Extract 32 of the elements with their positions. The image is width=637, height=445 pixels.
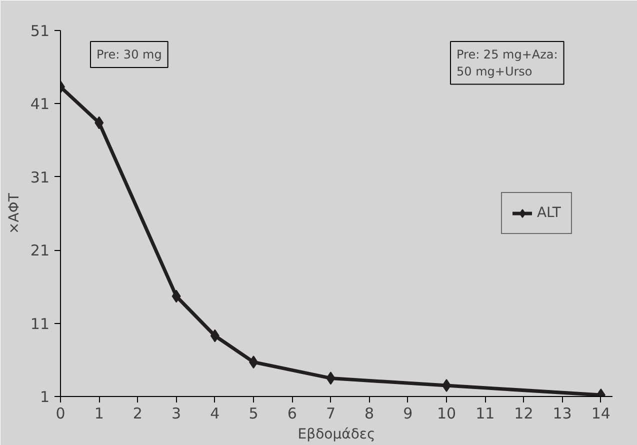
x-axis-title: Εβδομάδες bbox=[298, 426, 376, 442]
x-tick-label: 0 bbox=[56, 404, 66, 422]
x-tick-label: 13 bbox=[552, 404, 572, 422]
y-tick-label: 1 bbox=[40, 388, 50, 406]
point bbox=[172, 290, 181, 303]
point bbox=[326, 372, 336, 385]
x-tick-label: 7 bbox=[326, 404, 336, 422]
legend-label: ALT bbox=[536, 205, 561, 221]
x-tick-label: 6 bbox=[287, 404, 297, 422]
x-tick-label: 2 bbox=[132, 404, 142, 422]
y-tick-label: 31 bbox=[30, 168, 50, 186]
x-tick-label: 8 bbox=[364, 404, 374, 422]
x-tick-label: 12 bbox=[514, 404, 534, 422]
x-tick-label: 1 bbox=[94, 404, 104, 422]
y-tick-label: 11 bbox=[30, 314, 50, 333]
y-tick-label: 41 bbox=[30, 95, 50, 114]
annotation: Pre: 25 mg+Aza: 50 mg+Urso bbox=[456, 48, 558, 78]
x-tick-label: 11 bbox=[476, 404, 495, 422]
x-tick-label: 3 bbox=[172, 404, 182, 422]
point bbox=[94, 116, 104, 130]
annotation: Pre: 30 mg bbox=[96, 48, 162, 62]
x-tick-label: 9 bbox=[403, 404, 413, 422]
point bbox=[210, 329, 220, 342]
y-axis-title: ×ΑΦΤ bbox=[6, 192, 22, 234]
x-tick-label: 5 bbox=[248, 404, 258, 422]
y-tick-label: 51 bbox=[30, 22, 50, 40]
point bbox=[249, 356, 258, 369]
x-tick-label: 4 bbox=[210, 404, 220, 422]
point bbox=[442, 379, 452, 392]
y-tick-label: 21 bbox=[30, 242, 50, 260]
x-tick-label: 14 bbox=[591, 404, 610, 422]
x-tick-label: 10 bbox=[436, 404, 456, 422]
